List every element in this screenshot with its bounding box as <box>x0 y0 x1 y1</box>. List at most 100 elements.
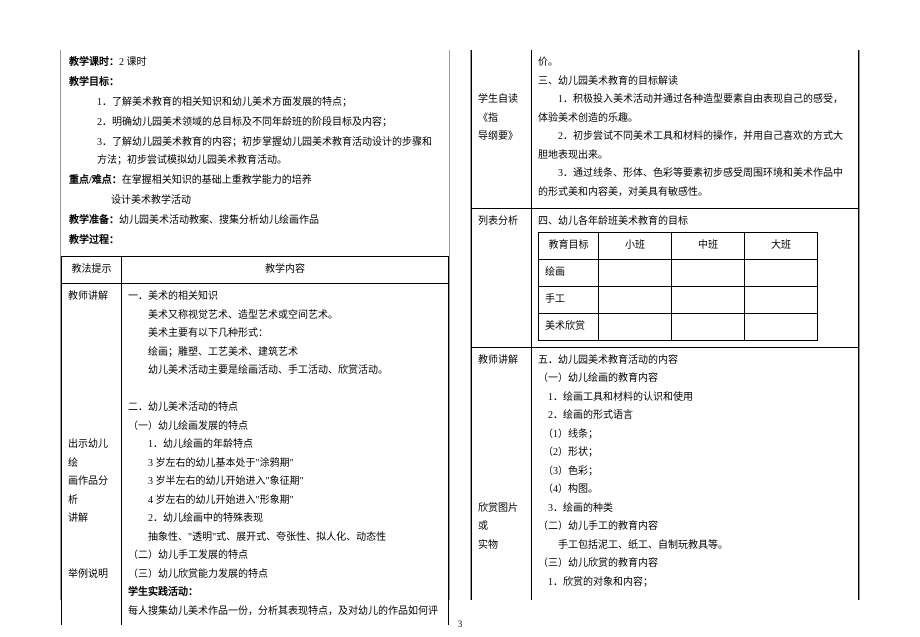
grid-h3: 中班 <box>672 232 745 259</box>
keypoints-sub: 设计美术教学活动 <box>69 192 441 210</box>
method-read-a: 学生自读《指 <box>478 91 525 128</box>
method-cell: 教师讲解 欣赏图片或 实物 <box>472 347 532 600</box>
grid-cell <box>745 286 818 313</box>
left-outline-table: 教法提示 教学内容 教师讲解 出示幼儿绘 画作品分析 讲解 举例说明 <box>61 256 449 625</box>
table-row: 教师讲解 欣赏图片或 实物 五．幼儿园美术教育活动的内容（一）幼儿绘画的教育内容… <box>472 347 859 600</box>
grid-h1: 教育目标 <box>539 232 599 259</box>
left-column: 教学课时：2 课时 教学目标： 1．了解美术教育的相关知识和幼儿美术方面发展的特… <box>60 50 450 600</box>
content-line: （三）幼儿欣赏的教育内容 <box>538 555 852 574</box>
grid-cell <box>599 259 672 286</box>
grid-r3: 美术欣赏 <box>539 313 599 340</box>
right-column: 学生自读《指 导纲要》 价。 三、幼儿园美术教育的目标解读 1．积极投入美术活动… <box>470 50 860 600</box>
keypoints: 重点/难点：在掌握相关知识的基础上重教学能力的培养 <box>69 172 441 190</box>
goal-3: 3．了解幼儿园美术教育的内容；初步掌握幼儿园美术教育活动设计的步骤和方法；初步尝… <box>69 134 441 170</box>
grid-cell <box>745 259 818 286</box>
grid-h4: 大班 <box>745 232 818 259</box>
method-list: 列表分析 <box>478 213 525 232</box>
grid-r1: 绘画 <box>539 259 599 286</box>
col-header-content: 教学内容 <box>122 257 449 284</box>
practice-text: 每人搜集幼儿美术作品一份，分析其表现特点，及对幼儿的作品如何评 <box>128 603 442 622</box>
table-row: 绘画 <box>539 259 818 286</box>
grid-cell <box>672 313 745 340</box>
content-line: （2）形状； <box>538 444 852 463</box>
sec3-title: 三、幼儿园美术教育的目标解读 <box>538 73 852 92</box>
sec3-p3: 3．通过线条、形体、色彩等要素初步感受周围环境和美术作品中的形式美和内容美，对美… <box>538 165 852 202</box>
lesson-hours-label: 教学课时： <box>69 57 119 68</box>
sec3-p2: 2．初步尝试不同美术工具和材料的操作，并用自己喜欢的方式大胆地表现出来。 <box>538 128 852 165</box>
content-cell: 价。 三、幼儿园美术教育的目标解读 1．积极投入美术活动并通过各种造型要素自由表… <box>532 50 859 209</box>
content-line: （二）幼儿手工发展的特点 <box>128 547 442 566</box>
grid-cell <box>672 286 745 313</box>
content-line: （4）构图。 <box>538 481 852 500</box>
content-line: 2．绘画的形式语言 <box>538 407 852 426</box>
page-number: 3 <box>458 619 463 629</box>
content-line: 4 岁左右的幼儿开始进入"形象期" <box>128 492 442 511</box>
content-line: 一．美术的相关知识 <box>128 288 442 307</box>
table-row: 教师讲解 出示幼儿绘 画作品分析 讲解 举例说明 一．美术的相关知识 美术又称视… <box>62 284 449 626</box>
grid-h2: 小班 <box>599 232 672 259</box>
table-row: 美术欣赏 <box>539 313 818 340</box>
content-line: 3 岁半左右的幼儿开始进入"象征期" <box>128 473 442 492</box>
grid-cell <box>672 259 745 286</box>
two-column-layout: 教学课时：2 课时 教学目标： 1．了解美术教育的相关知识和幼儿美术方面发展的特… <box>60 50 860 600</box>
grid-cell <box>599 286 672 313</box>
content-line: 二．幼儿美术活动的特点 <box>128 399 442 418</box>
table-row: 手工 <box>539 286 818 313</box>
content-line <box>128 381 442 400</box>
content-line: （3）色彩； <box>538 463 852 482</box>
cont-line: 价。 <box>538 54 852 73</box>
lesson-hours: 教学课时：2 课时 <box>69 54 441 72</box>
content-line: 2．幼儿绘画中的特殊表现 <box>128 510 442 529</box>
content-line: 1．幼儿绘画的年龄特点 <box>128 436 442 455</box>
method-teacher: 教师讲解 <box>68 288 115 307</box>
content-cell: 五．幼儿园美术教育活动的内容（一）幼儿绘画的教育内容 1．绘画工具和材料的认识和… <box>532 347 859 600</box>
table-header-row: 教育目标 小班 中班 大班 <box>539 232 818 259</box>
content-line: 3 岁左右的幼儿基本处于"涂鸦期" <box>128 455 442 474</box>
sec5-title: 五．幼儿园美术教育活动的内容 <box>538 352 852 371</box>
age-goals-table: 教育目标 小班 中班 大班 绘画 手工 美术欣赏 <box>538 232 818 341</box>
grid-cell <box>745 313 818 340</box>
method-example: 举例说明 <box>68 566 115 585</box>
content-line: （三）幼儿欣赏能力发展的特点 <box>128 566 442 585</box>
sec3-p1: 1．积极投入美术活动并通过各种造型要素自由表现自己的感受，体验美术创造的乐趣。 <box>538 91 852 128</box>
content-cell: 一．美术的相关知识 美术又称视觉艺术、造型艺术或空间艺术。 美术主要有以下几种形… <box>122 284 449 626</box>
content-line: （1）线条； <box>538 426 852 445</box>
content-line: 1．绘画工具和材料的认识和使用 <box>538 389 852 408</box>
method-view-b: 实物 <box>478 537 525 556</box>
content-line: 美术主要有以下几种形式： <box>128 325 442 344</box>
grid-cell <box>599 313 672 340</box>
prep: 教学准备：幼儿园美术活动教案、搜集分析幼儿绘画作品 <box>69 212 441 230</box>
content-line: （一）幼儿绘画发展的特点 <box>128 418 442 437</box>
content-line: 1．欣赏的对象和内容； <box>538 574 852 593</box>
grid-r2: 手工 <box>539 286 599 313</box>
keypoints-value: 在掌握相关知识的基础上重教学能力的培养 <box>122 175 312 186</box>
method-view-a: 欣赏图片或 <box>478 500 525 537</box>
table-header-row: 教法提示 教学内容 <box>62 257 449 284</box>
content-line: 3．绘画的种类 <box>538 500 852 519</box>
method-show-c: 讲解 <box>68 510 115 529</box>
content-line: （一）幼儿绘画的教育内容 <box>538 370 852 389</box>
col-header-method: 教法提示 <box>62 257 122 284</box>
method-show-a: 出示幼儿绘 <box>68 436 115 473</box>
method-cell: 列表分析 <box>472 209 532 348</box>
method-read-b: 导纲要》 <box>478 128 525 147</box>
goals-label: 教学目标： <box>69 74 441 92</box>
content-line: 美术又称视觉艺术、造型艺术或空间艺术。 <box>128 307 442 326</box>
content-line: 抽象性、"透明"式、展开式、夸张性、拟人化、动态性 <box>128 529 442 548</box>
left-header-block: 教学课时：2 课时 教学目标： 1．了解美术教育的相关知识和幼儿美术方面发展的特… <box>61 50 449 256</box>
table-row: 列表分析 四、幼儿各年龄班美术教育的目标 教育目标 小班 中班 大班 <box>472 209 859 348</box>
process-label: 教学过程： <box>69 232 441 250</box>
practice-label: 学生实践活动： <box>128 584 442 603</box>
prep-label: 教学准备： <box>69 215 119 226</box>
content-cell: 四、幼儿各年龄班美术教育的目标 教育目标 小班 中班 大班 绘画 手工 美术欣赏 <box>532 209 859 348</box>
sec4-title: 四、幼儿各年龄班美术教育的目标 <box>538 213 852 232</box>
goal-1: 1．了解美术教育的相关知识和幼儿美术方面发展的特点； <box>69 94 441 112</box>
content-line: 手工包括泥工、纸工、自制玩教具等。 <box>538 537 852 556</box>
goal-2: 2．明确幼儿园美术领域的总目标及不同年龄班的阶段目标及内容； <box>69 114 441 132</box>
keypoints-label: 重点/难点： <box>69 175 122 186</box>
content-line: 绘画；雕塑、工艺美术、建筑艺术 <box>128 344 442 363</box>
right-outline-table: 学生自读《指 导纲要》 价。 三、幼儿园美术教育的目标解读 1．积极投入美术活动… <box>471 50 859 600</box>
prep-value: 幼儿园美术活动教案、搜集分析幼儿绘画作品 <box>119 215 319 226</box>
content-line: （二）幼儿手工的教育内容 <box>538 518 852 537</box>
method-teacher2: 教师讲解 <box>478 352 525 371</box>
